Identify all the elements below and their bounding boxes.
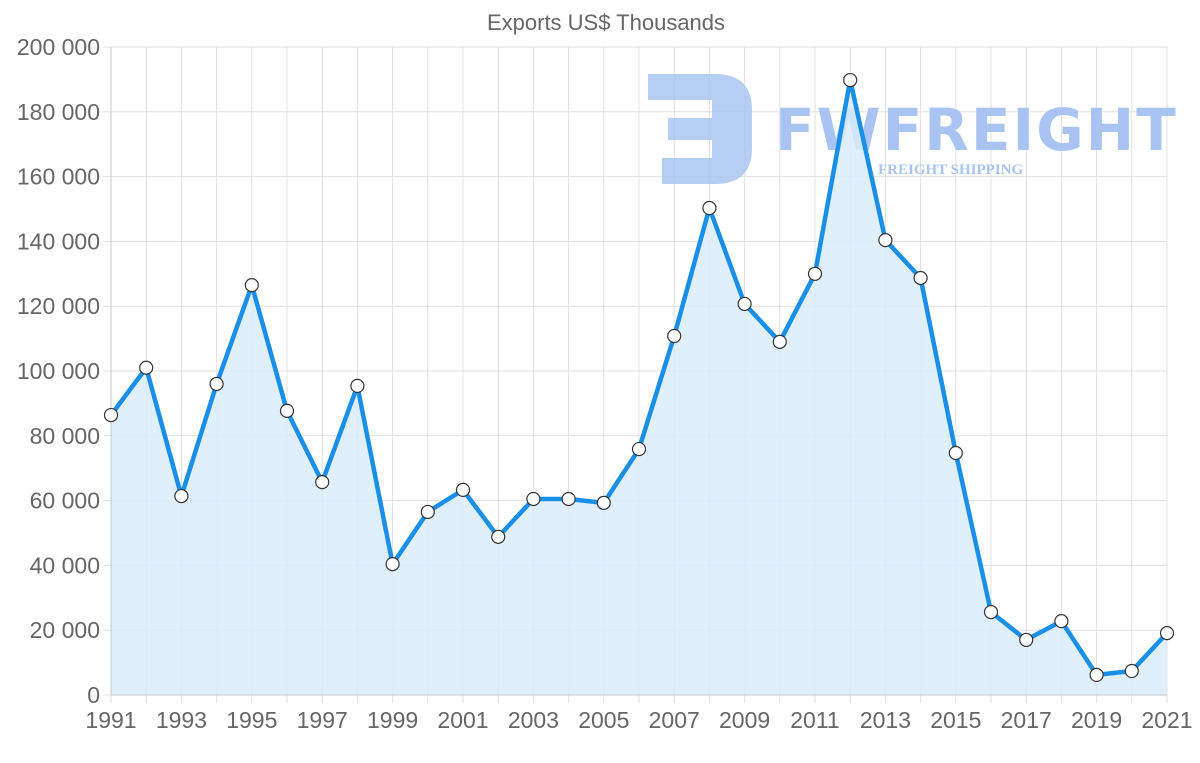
data-point[interactable]: [913, 270, 928, 286]
data-point[interactable]: [1089, 667, 1104, 683]
data-point[interactable]: [103, 407, 119, 423]
data-point[interactable]: [350, 378, 365, 394]
data-point[interactable]: [1054, 614, 1069, 629]
data-point[interactable]: [807, 266, 823, 281]
data-point[interactable]: [139, 360, 154, 375]
x-tick-label: 2001: [437, 707, 488, 733]
data-point[interactable]: [596, 495, 611, 510]
x-tick-label: 2005: [578, 707, 629, 733]
y-tick-label: 40 000: [30, 552, 100, 578]
data-point[interactable]: [667, 328, 682, 344]
data-point[interactable]: [1159, 626, 1175, 641]
data-point[interactable]: [561, 491, 576, 507]
y-axis-labels: 0 20 000 40 000 60 000 80 000 100 000 120 000 1…: [17, 34, 100, 708]
data-point[interactable]: [174, 488, 189, 504]
x-tick-label: 1993: [156, 707, 207, 733]
data-point[interactable]: [1019, 632, 1034, 648]
x-tick-label: 2007: [649, 707, 700, 733]
x-axis-labels: 1991 1993 1995 1997 1999 2001 2003 2005 2007 2009…: [85, 707, 1192, 733]
data-point[interactable]: [702, 200, 717, 216]
y-tick-label: 140 000: [17, 228, 100, 254]
data-point[interactable]: [385, 557, 400, 572]
data-point[interactable]: [737, 296, 752, 312]
x-tick-label: 2021: [1141, 707, 1192, 733]
y-tick-label: 80 000: [30, 423, 100, 449]
x-tick-label: 2003: [508, 707, 559, 733]
x-tick-label: 2013: [860, 707, 911, 733]
x-tick-label: 1999: [367, 707, 418, 733]
data-point[interactable]: [491, 529, 506, 544]
y-tick-label: 20 000: [30, 617, 100, 643]
data-point[interactable]: [983, 604, 999, 620]
area-fill: [111, 80, 1167, 695]
data-points: [103, 72, 1175, 683]
data-point[interactable]: [315, 475, 330, 490]
data-point[interactable]: [279, 403, 295, 418]
axes: [110, 47, 1167, 696]
data-point[interactable]: [631, 441, 647, 457]
watermark-logo: FWFREIGHT FREIGHT SHIPPING: [648, 74, 1176, 184]
y-tick-label: 200 000: [17, 34, 100, 60]
x-tick-label: 1995: [226, 707, 277, 733]
data-point[interactable]: [455, 482, 471, 498]
chart-title: Exports US$ Thousands: [487, 10, 725, 35]
x-tick-label: 2011: [790, 707, 839, 733]
x-tick-label: 2017: [1001, 707, 1052, 733]
x-tick-label: 1991: [85, 707, 136, 733]
x-tick-label: 2015: [930, 707, 981, 733]
data-point[interactable]: [772, 334, 787, 349]
x-tick-label: 1997: [297, 707, 348, 733]
data-point[interactable]: [244, 278, 259, 293]
y-tick-label: 120 000: [17, 293, 100, 319]
y-tick-label: 100 000: [17, 358, 100, 384]
data-point[interactable]: [420, 504, 435, 520]
data-point[interactable]: [526, 491, 541, 507]
data-point[interactable]: [1124, 663, 1139, 679]
y-tick-label: 60 000: [30, 488, 100, 514]
data-point[interactable]: [878, 233, 893, 248]
x-tick-label: 2009: [719, 707, 770, 733]
y-tick-label: 180 000: [17, 99, 100, 125]
logo-mark-icon: [648, 74, 752, 184]
y-tick-label: 0: [87, 682, 100, 708]
data-point[interactable]: [948, 445, 963, 461]
data-point[interactable]: [843, 72, 858, 88]
watermark-tagline: FREIGHT SHIPPING: [878, 162, 1023, 178]
data-point[interactable]: [209, 376, 224, 392]
x-tick-label: 2019: [1071, 707, 1122, 733]
y-tick-label: 160 000: [17, 164, 100, 190]
